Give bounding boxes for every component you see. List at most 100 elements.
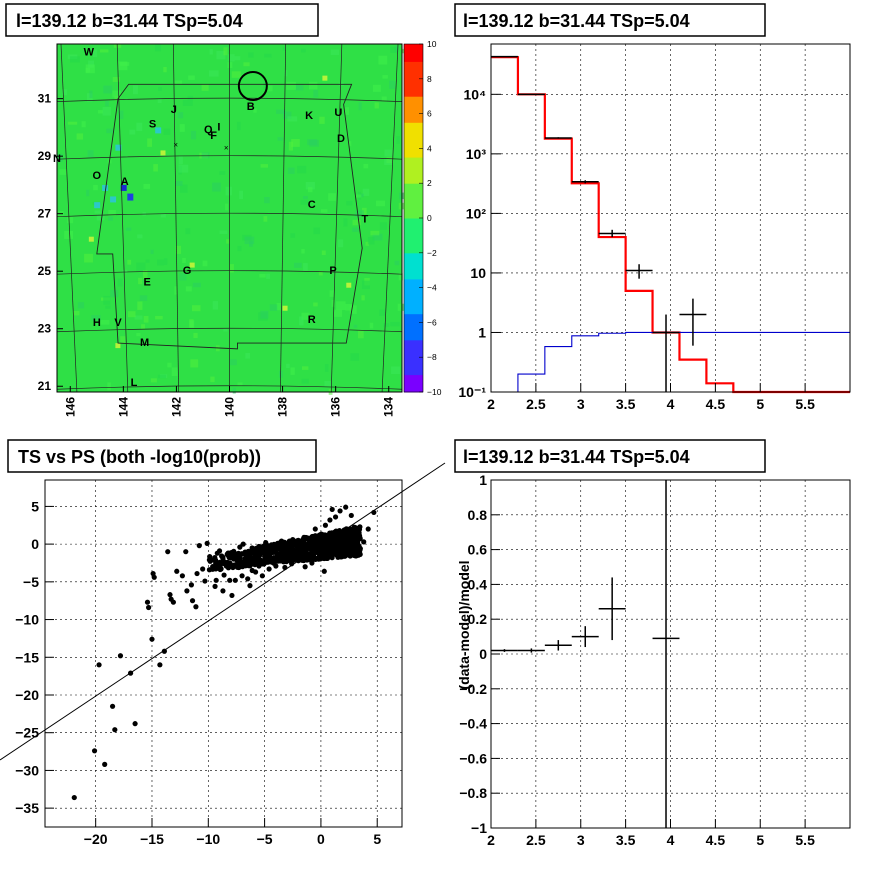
map-pixel-cluster <box>202 260 208 267</box>
map-pixel-cluster <box>383 323 390 327</box>
scatter-point <box>344 538 350 544</box>
x-tick-label: 140 <box>223 397 237 417</box>
y-tick-label: 0.8 <box>468 507 488 523</box>
scatter-point <box>340 549 346 555</box>
map-pixel-cluster <box>182 257 186 263</box>
scatter-point <box>331 536 338 543</box>
colorbar-tick-label: −6 <box>427 317 437 327</box>
map-pixel-cluster <box>305 182 315 190</box>
scatter-point <box>340 543 347 549</box>
colorbar-cell <box>404 70 423 80</box>
scatter-point <box>240 541 246 547</box>
scatter-point <box>189 598 196 604</box>
map-pixel-cluster <box>136 262 146 272</box>
scatter-point <box>210 564 216 570</box>
y-tick-label: −0.2 <box>459 681 487 697</box>
map-pixel-cluster <box>180 184 188 193</box>
source-label: L <box>131 377 138 389</box>
scatter-point <box>321 568 327 574</box>
map-pixel-cluster <box>245 352 251 359</box>
scatter-point <box>149 636 155 642</box>
scatter-point <box>206 567 213 573</box>
meridian-line <box>60 43 78 393</box>
scatter-point <box>263 540 269 546</box>
map-pixel-cluster <box>178 155 183 165</box>
scatter-point <box>245 576 251 582</box>
map-pixel-cluster <box>105 100 109 107</box>
scatter-point <box>325 544 331 550</box>
map-pixel-cluster <box>394 45 399 53</box>
colorbar-cell <box>404 226 423 236</box>
map-pixel-cluster <box>299 316 304 326</box>
scatter-point <box>275 546 281 552</box>
meridian-line <box>116 43 129 393</box>
scatter-point <box>365 526 371 532</box>
map-pixel-cluster <box>353 324 358 328</box>
map-hot-pixel <box>88 236 94 242</box>
map-hot-pixel <box>115 343 121 349</box>
map-pixel-cluster <box>301 378 309 384</box>
map-pixel-cluster <box>108 216 113 221</box>
map-pixel-cluster <box>118 110 124 120</box>
map-pixel-cluster <box>127 311 136 318</box>
x-tick-label: 4 <box>667 832 675 848</box>
map-pixel-cluster <box>294 262 302 268</box>
source-label: E <box>144 277 151 289</box>
y-tick-label: 27 <box>38 207 52 221</box>
colorbar-cell <box>404 339 423 349</box>
map-pixel-cluster <box>319 116 325 124</box>
map-pixel-cluster <box>363 163 369 169</box>
scatter-point <box>312 526 318 532</box>
scatter-point <box>338 533 344 539</box>
scatter-point <box>220 554 226 560</box>
scatter-point <box>132 721 138 727</box>
map-pixel-cluster <box>266 273 270 279</box>
map-pixel-cluster <box>344 107 349 115</box>
map-pixel-cluster <box>209 48 213 55</box>
scatter-point <box>117 653 124 659</box>
map-pixel-cluster <box>290 367 295 375</box>
map-pixel-cluster <box>248 52 254 58</box>
x-tick-label: 3 <box>577 832 585 848</box>
map-pixel-cluster <box>398 202 408 210</box>
y-tick-label: 0.4 <box>468 576 488 592</box>
x-tick-label: 4.5 <box>706 832 726 848</box>
y-tick-label: −0.8 <box>459 785 487 801</box>
map-pixel-cluster <box>94 210 101 214</box>
map-frame <box>56 43 403 393</box>
map-pixel-cluster <box>107 382 111 391</box>
colorbar-cell <box>404 305 423 315</box>
x-tick-label: 138 <box>276 397 290 417</box>
y-tick-label: 1 <box>479 472 487 488</box>
scatter-point <box>316 556 322 562</box>
scatter-point <box>304 555 311 562</box>
significance-map <box>57 44 409 395</box>
map-pixel-cluster <box>120 62 130 66</box>
map-pixel-cluster <box>137 234 143 239</box>
y-tick-label: 31 <box>38 92 52 106</box>
scatter-point <box>345 534 351 540</box>
map-pixel-cluster <box>243 62 250 67</box>
scatter-point <box>252 562 258 568</box>
colorbar-cell <box>404 244 423 254</box>
meridian-line <box>381 43 399 393</box>
scatter-point <box>221 558 227 565</box>
source-label: S <box>149 118 156 130</box>
map-pixel-cluster <box>286 81 296 90</box>
scatter-point <box>266 566 272 572</box>
map-pixel-cluster <box>390 321 400 327</box>
scatter-point <box>322 536 328 542</box>
map-pixel-cluster <box>219 230 228 234</box>
map-pixel-cluster <box>259 274 266 278</box>
map-pixel-cluster <box>150 249 154 255</box>
map-pixel-cluster <box>174 80 183 85</box>
map-pixel-cluster <box>302 366 309 370</box>
map-pixel-cluster <box>369 322 374 329</box>
map-pixel-cluster <box>105 305 111 309</box>
scatter-point <box>157 662 163 668</box>
scatter-point <box>109 703 116 709</box>
scatter-point <box>251 548 258 554</box>
y-tick-label: 21 <box>38 379 52 393</box>
colorbar-cell <box>404 357 423 367</box>
colorbar-cell <box>404 235 423 245</box>
